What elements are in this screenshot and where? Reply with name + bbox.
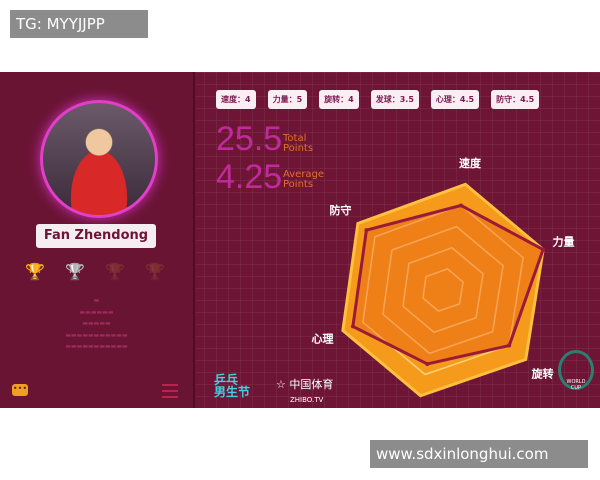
menu-icon[interactable] bbox=[162, 384, 178, 398]
total-label: Total bbox=[283, 133, 307, 144]
radar-data-point bbox=[541, 247, 546, 252]
radar-axis-label: 旋转 bbox=[531, 367, 554, 381]
stat-chips: 速度：4 力量：5 旋转：4 发球：3.5 心理：4.5 防守：4.5 bbox=[216, 90, 540, 109]
silver-trophy-icon: 🏆 bbox=[65, 262, 85, 281]
radar-data-point bbox=[425, 361, 430, 366]
total-label: Points bbox=[283, 143, 314, 154]
average-points-value: 4.25 bbox=[216, 158, 283, 196]
world-cup-logo-text: WORLD CUP bbox=[566, 379, 586, 391]
radar-grid-ring bbox=[382, 225, 504, 355]
event-logo: 乒乓 男生节 bbox=[214, 373, 251, 399]
radar-data-point bbox=[458, 203, 463, 208]
info-line: ▬▬▬▬▬▬▬▬▬▬▬ bbox=[65, 332, 128, 339]
zhibo-logo-sub: ZHIBO.TV bbox=[290, 396, 324, 404]
stat-chip: 力量：5 bbox=[267, 90, 308, 109]
sidebar: Fan Zhendong 🏆 🏆 🏆 🏆 ▬ ▬▬▬▬▬▬ ▬▬▬▬▬ ▬▬▬▬… bbox=[0, 72, 195, 408]
info-line: ▬▬▬▬▬▬ bbox=[79, 309, 114, 316]
radar-grid-ring bbox=[422, 268, 464, 312]
radar-data-point bbox=[364, 228, 369, 233]
radar-axis-label: 速度 bbox=[459, 156, 482, 170]
info-line: ▬ bbox=[93, 297, 100, 304]
info-line: ▬▬▬▬▬▬▬▬▬▬▬ bbox=[65, 343, 128, 350]
info-line: ▬▬▬▬▬ bbox=[82, 320, 111, 327]
tag-label: TG: MYYJJPP bbox=[10, 10, 148, 38]
radar-axis-label: 心理 bbox=[311, 333, 333, 346]
trophy-icon: 🏆 bbox=[105, 262, 125, 281]
average-label: Points bbox=[283, 179, 314, 190]
stat-chip: 发球：3.5 bbox=[370, 90, 419, 109]
average-label: Average bbox=[283, 169, 325, 180]
radar-data-point bbox=[507, 343, 512, 348]
radar-axis-label: 防守 bbox=[330, 203, 352, 217]
trophy-icon: 🏆 bbox=[145, 262, 165, 281]
zhibo-logo: ☆ 中国体育 ZHIBO.TV bbox=[276, 378, 334, 404]
stat-chip: 旋转：4 bbox=[319, 90, 359, 109]
radar-data-point bbox=[350, 324, 355, 329]
stat-chip: 防守：4.5 bbox=[491, 90, 540, 109]
zhibo-logo-text: 中国体育 bbox=[289, 378, 334, 391]
watermark: www.sdxinlonghui.com bbox=[370, 440, 588, 468]
gold-trophy-icon: 🏆 bbox=[25, 262, 45, 281]
radar-grid-ring bbox=[402, 246, 484, 334]
world-cup-logo: WORLD CUP bbox=[558, 350, 594, 391]
radar-grid-ring bbox=[362, 204, 524, 376]
total-points-value: 25.5 bbox=[216, 120, 283, 158]
avatar bbox=[40, 100, 158, 218]
radar-axis-label: 力量 bbox=[553, 234, 575, 248]
stat-chip: 速度：4 bbox=[216, 90, 256, 109]
player-name-button[interactable]: Fan Zhendong bbox=[36, 224, 156, 248]
stat-chip: 心理：4.5 bbox=[430, 90, 480, 109]
player-panel: Fan Zhendong 🏆 🏆 🏆 🏆 ▬ ▬▬▬▬▬▬ ▬▬▬▬▬ ▬▬▬▬… bbox=[0, 72, 600, 408]
chat-icon[interactable]: ••• bbox=[12, 384, 28, 396]
radar-chart: 速度力量旋转发球心理防守 bbox=[311, 156, 575, 398]
